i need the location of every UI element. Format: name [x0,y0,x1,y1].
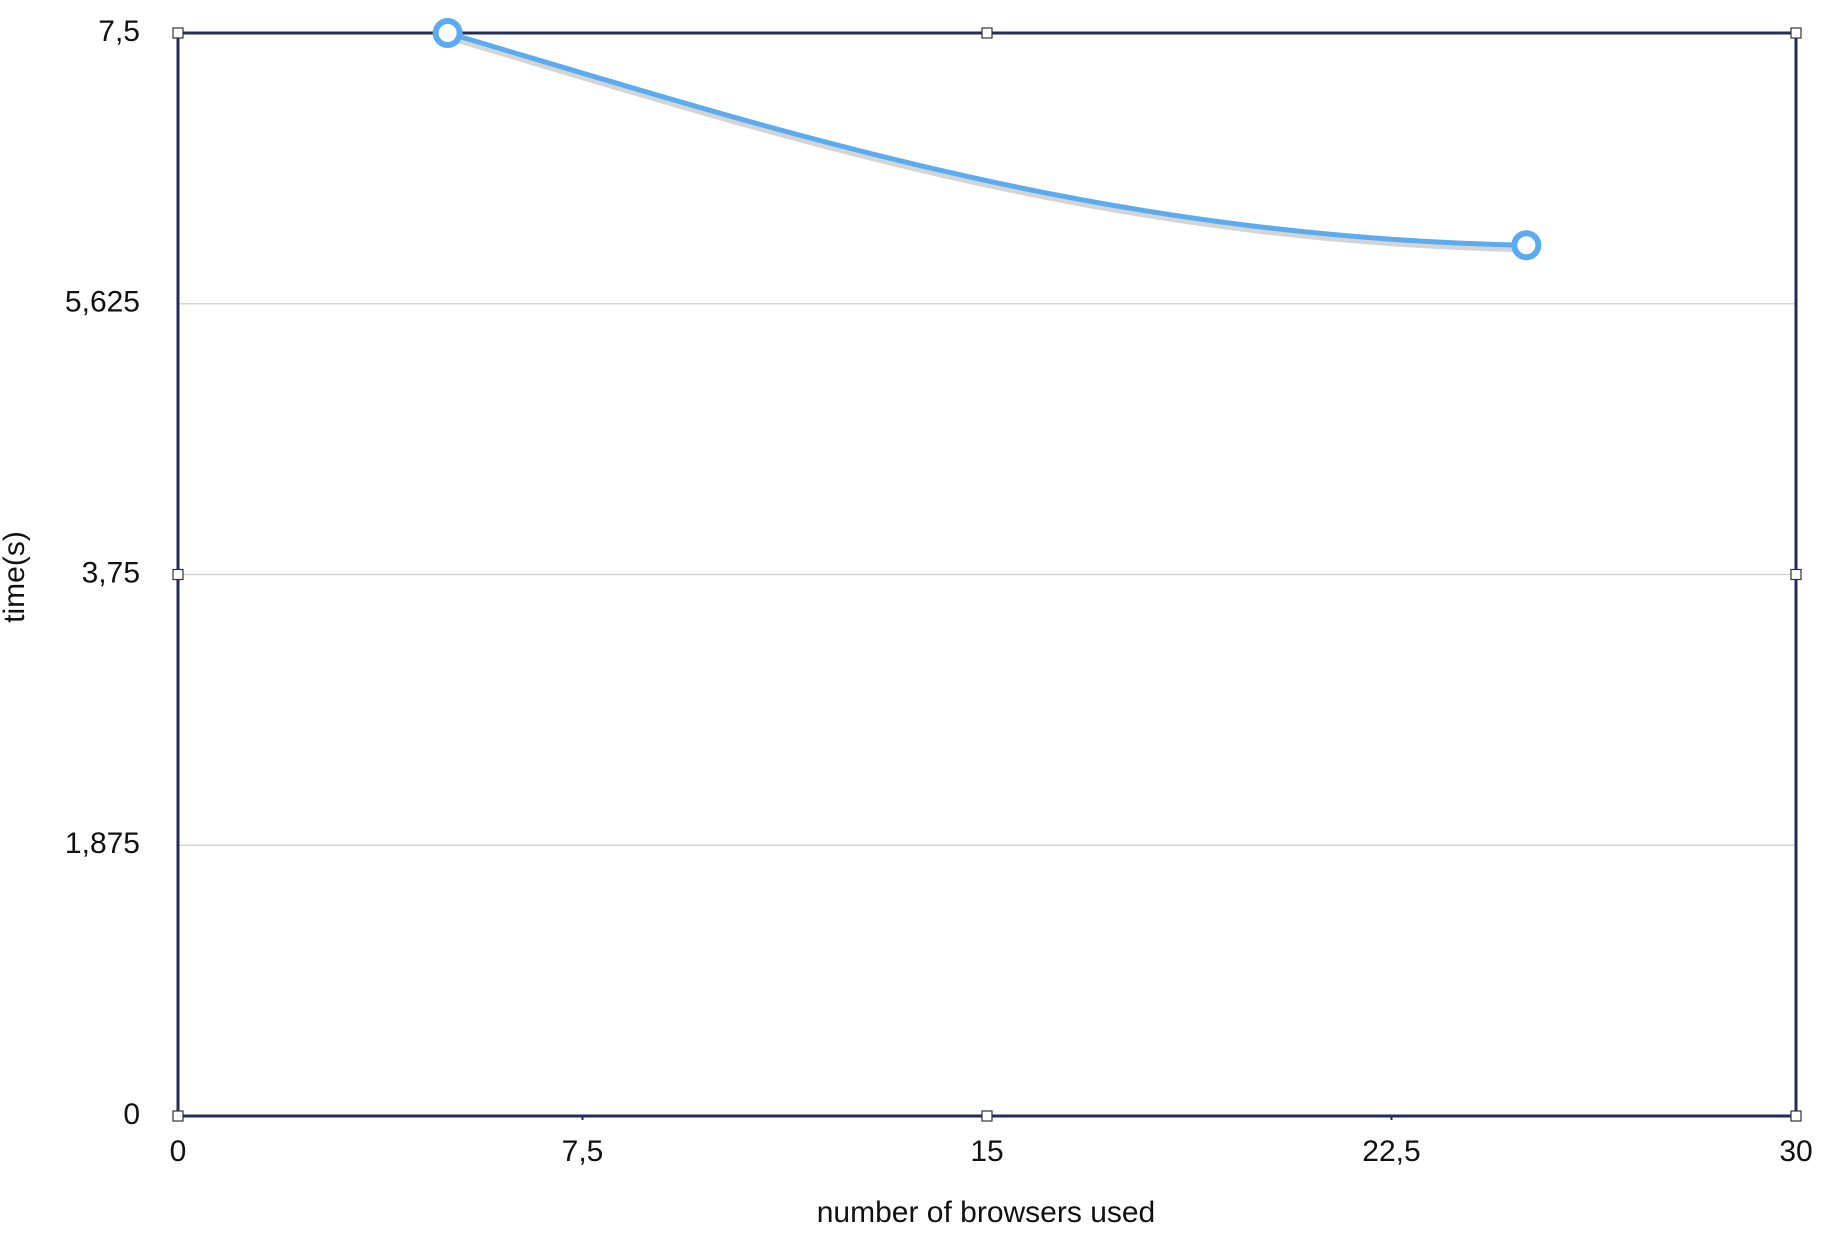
handle [1790,27,1802,39]
x-tick-label: 30 [1779,1135,1812,1168]
y-tick-label: 7,5 [98,15,140,48]
handle [172,1110,184,1122]
y-tick-label: 3,75 [82,556,140,589]
handle [981,27,993,39]
handle [172,568,184,581]
y-axis-title: time(s) [0,531,31,623]
x-tick-label: 22,5 [1362,1135,1420,1168]
y-tick-label: 0 [123,1098,140,1131]
point [432,18,463,48]
x-tick-label: 15 [970,1135,1003,1168]
line-shadow [446,34,1527,253]
handle [1790,1110,1802,1122]
x-tick-label: 0 [170,1135,187,1168]
handle [1790,568,1802,581]
handle [172,27,184,39]
line [446,30,1527,248]
x-tick-label: 7,5 [562,1135,604,1168]
x-axis-title: number of browsers used [817,1196,1156,1229]
point [1511,230,1542,261]
y-tick-label: 5,625 [65,286,140,319]
y-tick-label: 1,875 [65,827,140,860]
handle [981,1110,993,1122]
